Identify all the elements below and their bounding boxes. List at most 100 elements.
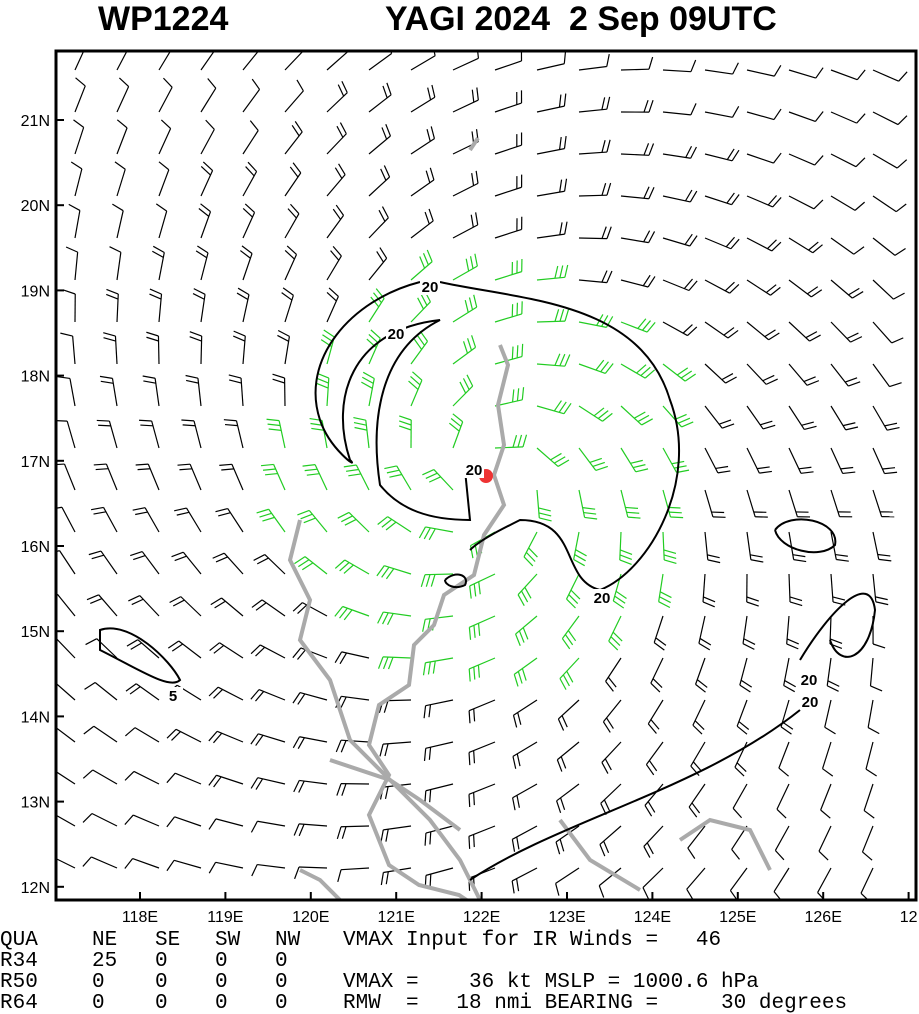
barb [746,321,770,341]
barb-feather [82,813,93,823]
barb-feather [339,562,350,572]
barb-feather [467,338,473,351]
barb-feather [523,556,534,567]
barb-feather [605,681,614,692]
barb-feather [343,609,353,621]
barb-feather [882,467,896,470]
barb [692,699,706,726]
barb-feather [297,649,307,660]
barb [820,783,832,811]
barb-feather [179,468,193,471]
barb [425,783,454,792]
barb-feather [292,162,302,174]
barb [231,464,244,491]
barb-feather [337,84,345,97]
barb [157,335,160,365]
barb-feather [387,657,394,670]
barb-feather [385,829,389,842]
barb [268,508,286,533]
barb [425,657,454,664]
barb [284,131,303,155]
barb [137,639,160,659]
barb-feather [692,761,703,772]
barb-feather [739,684,751,693]
barb-feather [337,869,342,883]
barb [261,599,286,617]
barb [746,153,774,164]
barb [513,699,538,716]
barb-feather [200,203,211,213]
barb-feather [172,599,185,607]
barb-feather [648,186,655,200]
barb-feather [648,760,658,772]
barb-feather [765,284,777,294]
barb [830,279,853,299]
barb-feather [520,590,529,603]
barb [56,857,76,869]
barb [365,420,370,449]
barb-feather [573,558,585,567]
barb [869,657,874,686]
barb [860,867,874,894]
barb-feather [256,557,269,565]
barb [56,770,76,785]
barb-feather [856,69,866,81]
barb [774,825,790,851]
barb-feather [468,627,472,640]
barb-feather [399,415,412,421]
barb [788,153,815,166]
barb-feather [198,208,210,217]
barb [74,127,85,155]
lon-label: 123E [548,909,585,926]
barb-feather [250,777,259,789]
barb-feather [600,361,609,373]
barb-feather [306,473,320,476]
barb-feather [424,833,427,846]
barb-feather [425,472,438,480]
barb [189,463,202,491]
barb-feather [856,113,866,124]
barb-feather [88,550,102,556]
barb [424,573,454,576]
barb [74,85,86,113]
barb-feather [584,516,598,520]
barb-feather [473,294,478,308]
barb [468,783,496,795]
barb-feather [813,199,824,210]
barb-feather [646,321,656,333]
barb [452,57,479,71]
barb [662,279,690,292]
barb [215,818,244,827]
barb-feather [208,730,218,742]
barb-feather [255,778,264,790]
barb [704,279,730,294]
barb-feather [644,805,653,817]
barb [264,554,286,575]
barb-feather [381,566,390,578]
barb-feather [210,597,222,606]
barb-feather [798,466,812,470]
barb-feather [335,739,342,753]
barb-feather [724,281,735,292]
barb-feather [676,367,689,376]
barb-feather [655,637,667,646]
barb [410,55,436,71]
barb-feather [598,885,605,898]
barb-feather [746,596,759,602]
barb-feather [346,468,359,472]
barb [746,195,774,208]
barb-feather [362,371,375,380]
barb-feather [245,166,255,177]
barb [200,170,214,197]
barb-feather [109,246,122,253]
barb-feather [469,256,474,269]
barb [74,252,79,281]
barb-feather [703,596,716,603]
barb [242,171,258,197]
barb-feather [601,270,608,283]
barb [340,825,370,828]
barb [132,814,160,827]
barb [326,255,342,281]
barb [452,346,476,365]
barb-feather [511,346,514,360]
